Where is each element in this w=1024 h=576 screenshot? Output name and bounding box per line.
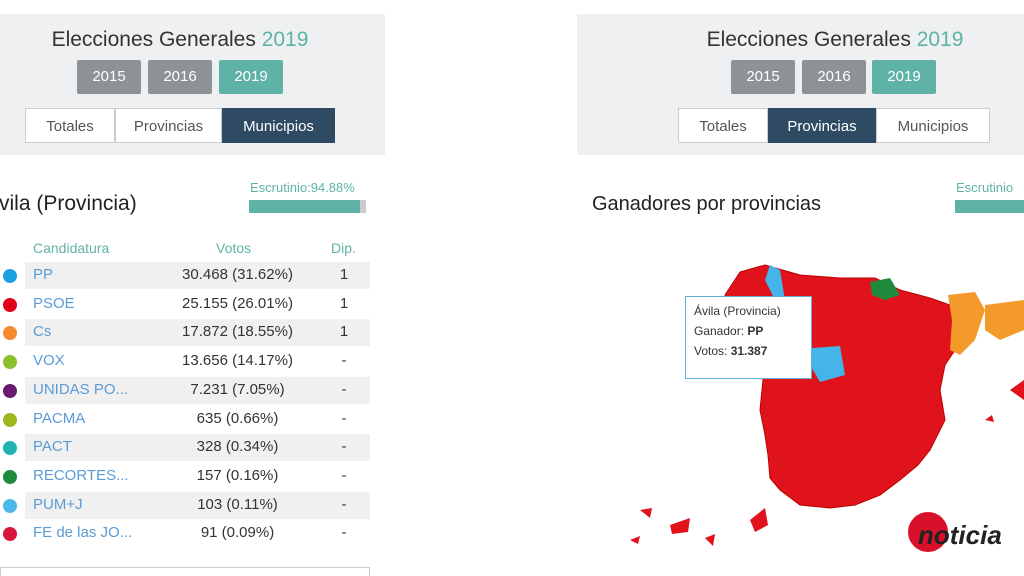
party-dot (3, 498, 17, 513)
party-votes: 635 (0.66%) (196, 409, 279, 427)
tooltip-label: Votos: (694, 344, 728, 358)
tooltip-value: PP (747, 324, 764, 338)
table-row: FE de las JO... 91 (0.09%) - (25, 520, 370, 547)
map-islands (985, 380, 1024, 422)
year-button[interactable]: 2016 (148, 60, 212, 94)
party-name[interactable]: FE de las JO... (33, 524, 133, 542)
party-dot (3, 297, 17, 312)
tooltip-winner: Ganador: PP (694, 321, 803, 341)
party-votes: 328 (0.34%) (196, 438, 279, 456)
party-dip: - (341, 524, 347, 542)
party-dot (3, 469, 17, 484)
title: Elecciones Generales 2019 (0, 28, 360, 52)
party-votes: 91 (0.09%) (200, 524, 275, 542)
scrutiny-bar (249, 200, 360, 213)
table-row: PACT 328 (0.34%) - (25, 434, 370, 462)
party-dot (3, 527, 17, 542)
map (630, 264, 1024, 546)
col-header: Dip. (331, 240, 356, 256)
province-title: Ávila (Provincia) (0, 192, 137, 215)
tab[interactable]: Municipios (876, 108, 990, 143)
party-dip: 1 (339, 266, 349, 283)
map-tooltip: Ávila (Provincia) Ganador: PP Votos: 31.… (685, 296, 812, 379)
next-box (0, 567, 370, 576)
tab[interactable]: Municipios (222, 108, 335, 143)
tooltip-value: 31.387 (730, 344, 768, 358)
map-province (765, 265, 785, 300)
party-votes: 25.155 (26.01%) (182, 294, 293, 312)
party-votes: 7.231 (7.05%) (190, 380, 285, 398)
party-votes: 30.468 (31.62%) (182, 266, 293, 283)
table-row: PUM+J 103 (0.11%) - (25, 491, 370, 519)
table-row: RECORTES... 157 (0.16%) - (25, 463, 370, 490)
scrutiny-label: Escrutinio (956, 180, 1014, 195)
party-name[interactable]: Cs (33, 323, 52, 341)
tooltip-votes: Votos: 31.387 (694, 341, 803, 361)
table-row: VOX 13.656 (14.17%) - (25, 348, 370, 375)
party-dip: - (341, 495, 347, 513)
scrutiny-bar (955, 200, 1024, 213)
year-button[interactable]: 2019 (872, 60, 936, 94)
party-votes: 157 (0.16%) (196, 466, 279, 484)
party-dip: - (341, 409, 347, 427)
table-row: PACMA 635 (0.66%) - (25, 406, 370, 433)
year-button[interactable]: 2016 (802, 60, 866, 94)
party-dot (3, 269, 17, 283)
col-header: Candidatura (33, 240, 110, 256)
party-name[interactable]: PUM+J (33, 495, 83, 513)
title-text: Elecciones Generales (51, 28, 256, 51)
party-name[interactable]: PACT (33, 438, 72, 456)
tab[interactable]: Provincias (768, 108, 876, 143)
title-text: Elecciones Generales (706, 28, 911, 51)
tab[interactable]: Totales (678, 108, 768, 143)
tab[interactable]: Provincias (115, 108, 222, 143)
year-button[interactable]: 2015 (77, 60, 141, 94)
map-province (870, 278, 900, 300)
party-name[interactable]: PP (33, 266, 54, 283)
year-button[interactable]: 2015 (731, 60, 795, 94)
party-dot (3, 326, 17, 341)
map-canarias (630, 508, 768, 546)
party-name[interactable]: PACMA (33, 409, 86, 427)
scrutiny-label: Escrutinio:94.88% (250, 180, 355, 195)
party-name[interactable]: RECORTES... (33, 466, 129, 484)
tooltip-label: Ganador: (694, 324, 745, 338)
party-dip: - (341, 438, 347, 456)
tooltip-place: Ávila (Provincia) (694, 304, 781, 318)
table-row: Cs 17.872 (18.55%) 1 (25, 319, 370, 347)
map-province (810, 346, 845, 382)
logo-mark (908, 512, 948, 552)
party-dip: - (341, 466, 347, 484)
table-row: PSOE 25.155 (26.01%) 1 (25, 291, 370, 318)
party-name[interactable]: PSOE (33, 294, 75, 312)
party-dip: - (341, 352, 347, 370)
year-button[interactable]: 2019 (219, 60, 283, 94)
title: Elecciones Generales 2019 (655, 28, 1015, 52)
party-dot (3, 412, 17, 427)
tab[interactable]: Totales (25, 108, 115, 143)
scrutiny-track (249, 200, 366, 213)
title-year: 2019 (916, 28, 964, 51)
party-votes: 17.872 (18.55%) (182, 323, 293, 341)
table-row: UNIDAS PO... 7.231 (7.05%) - (25, 376, 370, 404)
party-dot (3, 355, 17, 370)
map-heading: Ganadores por provincias (592, 193, 822, 215)
party-votes: 13.656 (14.17%) (182, 352, 293, 370)
map-province (948, 292, 985, 355)
party-name[interactable]: UNIDAS PO... (33, 380, 129, 398)
party-dip: - (341, 380, 347, 398)
title-year: 2019 (261, 28, 309, 51)
col-header: Votos (216, 240, 252, 256)
logo-text: noticia (918, 520, 1002, 550)
map-province (985, 300, 1024, 340)
party-dot (3, 441, 17, 456)
party-dip: 1 (339, 323, 349, 341)
table-row: PP 30.468 (31.62%) 1 (25, 262, 370, 289)
party-votes: 103 (0.11%) (197, 495, 278, 513)
party-dip: 1 (339, 294, 349, 312)
party-dot (3, 383, 17, 398)
party-name[interactable]: VOX (33, 352, 65, 370)
